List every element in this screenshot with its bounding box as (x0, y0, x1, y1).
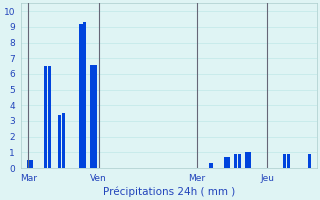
Bar (90, 65, 93, 168)
Bar (93, 65, 97, 168)
Bar (79, 24, 83, 168)
Bar (234, 154, 237, 168)
Bar (210, 163, 213, 168)
Bar (283, 154, 286, 168)
Bar (58, 115, 61, 168)
Bar (83, 22, 86, 168)
Bar (248, 152, 251, 168)
Bar (48, 66, 51, 168)
Bar (27, 160, 30, 168)
Bar (30, 160, 33, 168)
Bar (244, 152, 248, 168)
X-axis label: Précipitations 24h ( mm ): Précipitations 24h ( mm ) (103, 186, 235, 197)
Bar (44, 66, 47, 168)
Bar (227, 157, 230, 168)
Bar (238, 154, 241, 168)
Bar (308, 154, 311, 168)
Bar (224, 157, 227, 168)
Bar (287, 154, 290, 168)
Bar (62, 113, 65, 168)
